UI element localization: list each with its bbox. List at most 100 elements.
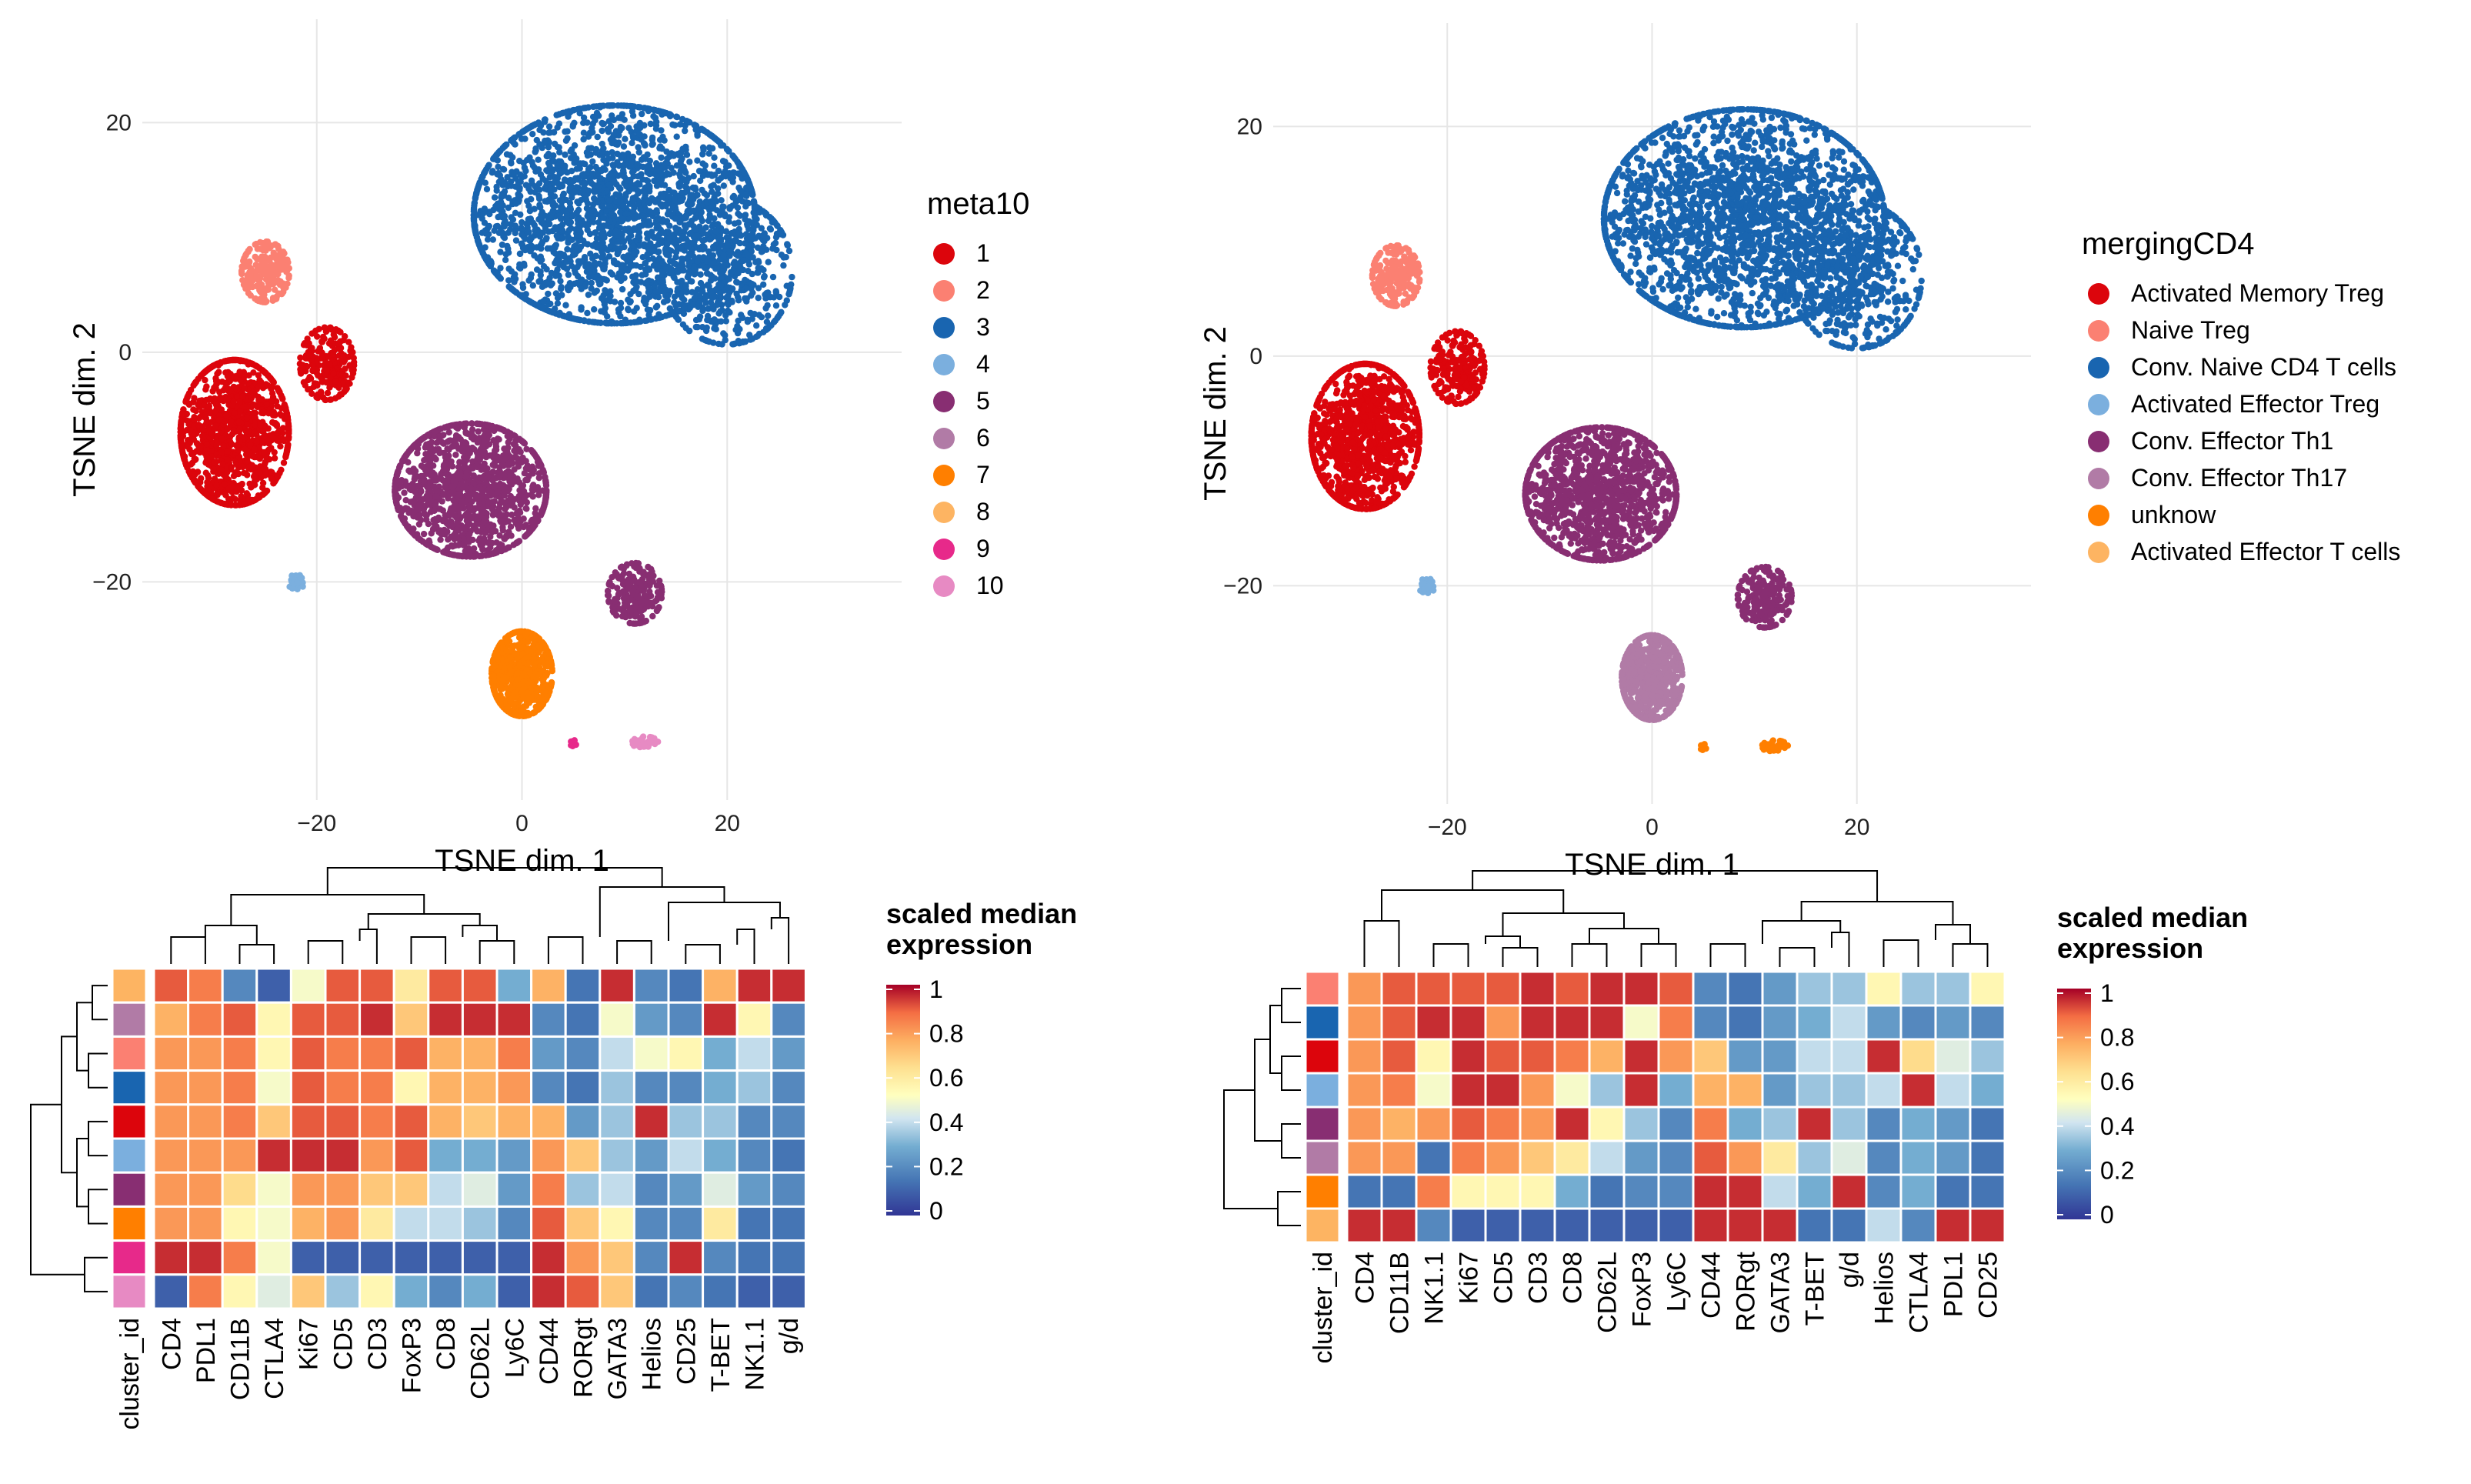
scatter-point <box>548 212 555 219</box>
scatter-point <box>249 389 257 396</box>
scatter-point <box>238 270 245 278</box>
scatter-point <box>612 228 619 235</box>
scatter-point <box>579 179 585 186</box>
scatter-point <box>629 242 637 249</box>
scatter-point <box>202 411 209 419</box>
scatter-point <box>270 379 277 386</box>
scatter-point <box>323 379 330 386</box>
scatter-point <box>679 145 686 152</box>
scatter-point <box>742 191 749 198</box>
scatter-point <box>668 165 675 172</box>
scatter-point <box>482 179 489 186</box>
scatter-point <box>646 157 653 165</box>
scatter-point <box>652 160 660 167</box>
scatter-point <box>679 155 685 162</box>
scatter-point <box>190 436 198 443</box>
scatter-point <box>346 380 353 387</box>
scatter-point <box>545 144 552 151</box>
scatter-point <box>695 303 702 310</box>
scatter-point <box>274 429 281 437</box>
scatter-point <box>196 403 203 410</box>
scatter-point <box>222 501 228 508</box>
scatter-point <box>729 194 737 201</box>
scatter-point <box>280 459 288 466</box>
scatter-point <box>699 283 706 290</box>
scatter-point <box>672 313 679 320</box>
scatter-point <box>212 422 219 429</box>
scatter-point <box>539 304 545 312</box>
scatter-point <box>271 455 278 462</box>
scatter-point <box>580 114 588 122</box>
scatter-point <box>220 442 227 449</box>
scatter-point <box>685 199 692 206</box>
scatter-point <box>578 258 585 265</box>
scatter-point <box>250 473 258 480</box>
scatter-point <box>342 372 349 379</box>
scatter-point <box>720 252 727 258</box>
scatter-point <box>578 304 585 311</box>
scatter-point <box>576 316 584 324</box>
scatter-point <box>744 175 751 183</box>
scatter-point <box>744 222 751 229</box>
scatter-point <box>326 361 333 368</box>
scatter-point <box>729 152 736 159</box>
scatter-point <box>762 305 769 312</box>
scatter-point <box>582 105 589 112</box>
scatter-point <box>255 469 262 476</box>
scatter-point <box>232 495 238 502</box>
scatter-point <box>601 309 609 316</box>
scatter-point <box>681 305 689 312</box>
scatter-point <box>542 116 549 123</box>
scatter-point <box>639 163 647 171</box>
scatter-point <box>239 277 246 284</box>
scatter-point <box>319 355 326 362</box>
scatter-point <box>711 316 718 324</box>
scatter-point <box>700 146 707 153</box>
scatter-point <box>677 179 684 186</box>
scatter-point <box>257 288 264 295</box>
scatter-point <box>309 367 316 375</box>
scatter-point <box>565 271 572 278</box>
scatter-point <box>755 265 762 272</box>
scatter-point <box>770 318 778 325</box>
scatter-point <box>224 426 231 433</box>
scatter-point <box>722 336 729 344</box>
scatter-point <box>187 386 195 394</box>
scatter-point <box>617 123 625 131</box>
scatter-point <box>280 248 287 255</box>
scatter-point <box>753 215 760 222</box>
cluster-5 <box>392 420 550 560</box>
scatter-point <box>285 441 292 449</box>
scatter-point <box>744 318 752 325</box>
scatter-point <box>637 205 644 212</box>
scatter-point <box>686 250 693 257</box>
scatter-point <box>611 138 618 145</box>
scatter-point <box>401 489 408 496</box>
scatter-point <box>318 338 325 345</box>
scatter-point <box>694 132 701 139</box>
scatter-point <box>649 140 656 148</box>
scatter-point <box>493 183 500 191</box>
scatter-point <box>694 258 701 265</box>
scatter-point <box>563 265 571 272</box>
scatter-point <box>257 245 264 252</box>
scatter-point <box>253 439 261 445</box>
scatter-point <box>255 396 262 404</box>
scatter-point <box>222 385 228 392</box>
scatter-point <box>537 122 545 129</box>
scatter-point <box>230 399 237 405</box>
scatter-point <box>672 225 679 232</box>
scatter-point <box>713 207 720 214</box>
scatter-point <box>634 161 641 168</box>
scatter-point <box>260 490 268 497</box>
scatter-point <box>471 199 479 206</box>
scatter-point <box>332 378 339 385</box>
scatter-point <box>512 141 519 148</box>
scatter-point <box>323 367 330 374</box>
scatter-point <box>605 296 612 303</box>
scatter-point <box>671 275 678 282</box>
x-tick-label: −20 <box>297 811 336 836</box>
scatter-point <box>284 280 291 287</box>
scatter-point <box>191 416 198 423</box>
scatter-point <box>642 300 649 308</box>
